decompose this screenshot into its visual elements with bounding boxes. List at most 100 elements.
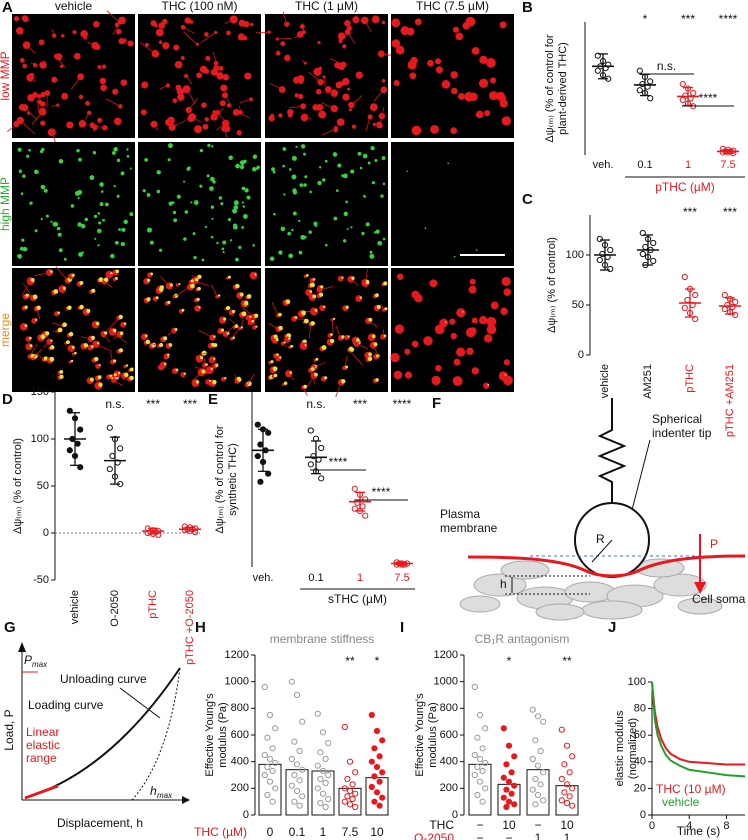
cell <box>308 230 312 234</box>
cell <box>346 227 349 230</box>
y-axis-label: Δψ₍ₘ₎ (% of control for <box>214 425 226 533</box>
neurite <box>31 111 43 125</box>
cell <box>318 166 322 169</box>
cell <box>340 66 344 71</box>
cell <box>313 221 318 226</box>
data-point <box>566 769 573 776</box>
row-label: high MMP <box>0 177 12 231</box>
cell <box>78 120 87 128</box>
cell <box>249 271 258 280</box>
cell <box>37 99 42 105</box>
cell <box>119 228 122 231</box>
data-point <box>257 441 264 448</box>
data-point <box>264 734 271 741</box>
cell <box>404 371 413 379</box>
cell <box>295 145 298 148</box>
y-tick-label: 1200 <box>225 649 249 661</box>
data-point <box>293 761 301 768</box>
cell <box>118 348 124 353</box>
cell <box>275 50 281 56</box>
significance: *** <box>183 397 197 411</box>
cell <box>289 371 292 374</box>
data-point <box>482 725 489 732</box>
cell <box>61 92 69 100</box>
cell <box>471 317 478 324</box>
cell <box>314 372 318 377</box>
cell <box>175 368 179 372</box>
cell <box>336 118 345 127</box>
cell <box>345 305 349 309</box>
cell <box>279 356 282 359</box>
cell <box>123 372 129 378</box>
data-point <box>732 298 739 306</box>
y-axis-label: Δψ₍ₘ₎ (% of control) <box>12 438 24 534</box>
data-point <box>532 775 539 783</box>
data-point <box>569 785 576 792</box>
data-point <box>534 791 542 799</box>
cell <box>57 232 62 237</box>
y-axis-label: modulus (Pa) <box>427 702 439 767</box>
cell <box>242 205 246 208</box>
cell <box>324 86 332 93</box>
neurite <box>268 322 279 330</box>
data-point <box>307 461 314 468</box>
data-point <box>293 691 301 699</box>
cell <box>235 163 240 169</box>
data-point <box>368 711 375 719</box>
cell <box>21 238 25 242</box>
y-tick-label: 400 <box>440 756 458 768</box>
cell <box>455 32 464 41</box>
cell <box>347 87 351 91</box>
cell <box>236 130 242 136</box>
neurite <box>304 116 312 120</box>
cell <box>70 359 74 363</box>
cell <box>280 226 286 232</box>
data-point <box>681 304 688 312</box>
cell <box>502 375 513 386</box>
cell <box>236 376 241 381</box>
neurite <box>51 104 58 107</box>
data-point <box>371 798 378 805</box>
cell <box>344 20 351 27</box>
cell <box>167 116 175 124</box>
cell <box>233 200 239 206</box>
cell <box>315 88 322 95</box>
category-label: pTHC <box>684 364 696 393</box>
cell <box>62 286 66 290</box>
cell <box>371 181 376 185</box>
neurite <box>246 374 255 385</box>
cell <box>101 64 107 69</box>
cell <box>68 360 72 364</box>
neurite <box>321 102 335 109</box>
cell <box>303 152 306 156</box>
neurite <box>231 326 242 340</box>
cell <box>162 42 170 50</box>
cell <box>154 23 158 28</box>
neurite <box>159 85 169 90</box>
cell <box>85 100 90 106</box>
cell <box>503 359 510 366</box>
cell <box>269 256 275 261</box>
data-point <box>109 452 116 460</box>
cell <box>212 379 217 385</box>
cell <box>254 273 257 276</box>
neurite <box>368 320 378 328</box>
data-point <box>692 291 699 299</box>
significance: *** <box>353 397 367 411</box>
panel-label: A <box>2 0 13 16</box>
neurite <box>103 280 113 288</box>
cell <box>222 73 229 81</box>
data-point <box>314 762 321 769</box>
condition-value: − <box>534 818 541 832</box>
cell <box>180 55 185 60</box>
neurite <box>210 284 218 297</box>
cell <box>149 240 154 245</box>
panel-label: G <box>4 619 16 636</box>
cell <box>22 246 28 252</box>
data-point <box>344 793 351 800</box>
condition-value: 1 <box>564 831 571 840</box>
cell <box>77 73 84 81</box>
cell <box>204 225 208 228</box>
cell <box>450 127 457 134</box>
pointer <box>119 687 161 719</box>
